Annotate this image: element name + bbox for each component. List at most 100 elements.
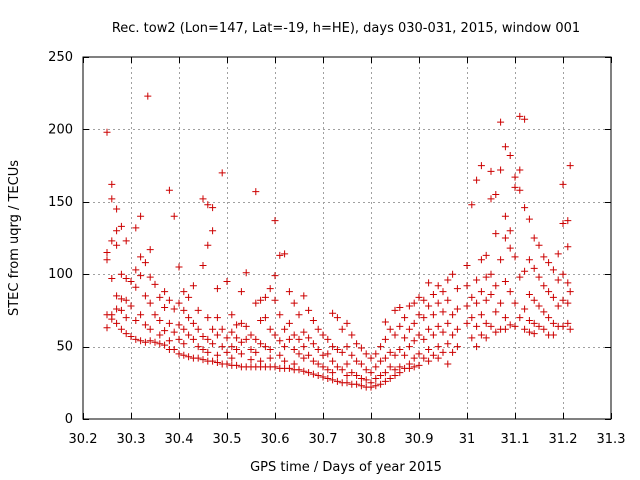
data-point [165, 337, 173, 345]
data-point [453, 285, 461, 293]
x-tick-label: 30.4 [165, 432, 194, 447]
data-point [213, 359, 221, 367]
data-point [141, 321, 149, 329]
data-point [549, 331, 557, 339]
data-point [564, 319, 572, 327]
data-point [209, 325, 217, 333]
data-point [324, 335, 332, 343]
data-point [319, 351, 327, 359]
data-point [170, 345, 178, 353]
data-point [127, 302, 135, 310]
data-point [506, 321, 514, 329]
data-point [132, 335, 140, 343]
data-point [482, 273, 490, 281]
data-point [473, 322, 481, 330]
data-point [285, 364, 293, 372]
data-point [271, 296, 279, 304]
data-point [161, 327, 169, 335]
data-point [343, 343, 351, 351]
x-tick-label: 30.9 [405, 432, 434, 447]
data-point [180, 325, 188, 333]
data-point [338, 325, 346, 333]
data-point [137, 272, 145, 280]
data-point [300, 367, 308, 375]
data-point [381, 377, 389, 385]
y-tick-label: 50 [56, 340, 73, 355]
data-point [525, 215, 533, 223]
data-point [257, 340, 265, 348]
data-point [295, 350, 303, 358]
data-point [324, 374, 332, 382]
data-point [444, 340, 452, 348]
data-point [444, 296, 452, 304]
data-point [405, 325, 413, 333]
data-point [213, 314, 221, 322]
data-point [185, 314, 193, 322]
data-point [218, 343, 226, 351]
data-point [566, 288, 574, 296]
data-point [492, 230, 500, 238]
data-point [564, 217, 572, 225]
data-point [314, 372, 322, 380]
data-point [463, 282, 471, 290]
data-point [204, 335, 212, 343]
data-point [180, 351, 188, 359]
data-point [343, 372, 351, 380]
data-point [357, 360, 365, 368]
x-tick-label: 30.5 [213, 432, 242, 447]
data-point [271, 363, 279, 371]
data-point [113, 319, 121, 327]
data-point [127, 277, 135, 285]
data-point [261, 293, 269, 301]
data-point [525, 328, 533, 336]
data-point [281, 343, 289, 351]
data-point [415, 350, 423, 358]
data-point [156, 340, 164, 348]
data-point [175, 321, 183, 329]
data-point [453, 343, 461, 351]
data-point [391, 331, 399, 339]
data-point [497, 299, 505, 307]
data-point [204, 241, 212, 249]
data-point [566, 325, 574, 333]
data-point [276, 311, 284, 319]
data-point [180, 306, 188, 314]
data-point [137, 337, 145, 345]
data-point [434, 282, 442, 290]
data-point [266, 354, 274, 362]
data-point [324, 366, 332, 374]
data-point [209, 357, 217, 365]
data-point [521, 325, 529, 333]
data-point [185, 353, 193, 361]
data-point [233, 345, 241, 353]
data-point [199, 262, 207, 270]
data-point [266, 345, 274, 353]
data-point [290, 331, 298, 339]
data-point [559, 322, 567, 330]
data-point [357, 344, 365, 352]
x-tick-label: 31.2 [549, 432, 578, 447]
data-point [103, 128, 111, 136]
data-point [281, 357, 289, 365]
data-point [305, 369, 313, 377]
data-point [146, 325, 154, 333]
data-point [497, 256, 505, 264]
data-point [425, 325, 433, 333]
data-point [305, 351, 313, 359]
data-point [372, 374, 380, 382]
data-point [429, 311, 437, 319]
data-point [353, 357, 361, 365]
data-point [137, 253, 145, 261]
y-axis-label: STEC from uqrg / TECUs [7, 160, 22, 316]
data-point [444, 276, 452, 284]
data-point [180, 340, 188, 348]
data-point [295, 335, 303, 343]
data-point [156, 331, 164, 339]
data-point [492, 328, 500, 336]
data-point [271, 272, 279, 280]
data-point [247, 356, 255, 364]
data-point [122, 275, 130, 283]
data-point [285, 288, 293, 296]
data-point [144, 92, 152, 100]
data-point [449, 311, 457, 319]
